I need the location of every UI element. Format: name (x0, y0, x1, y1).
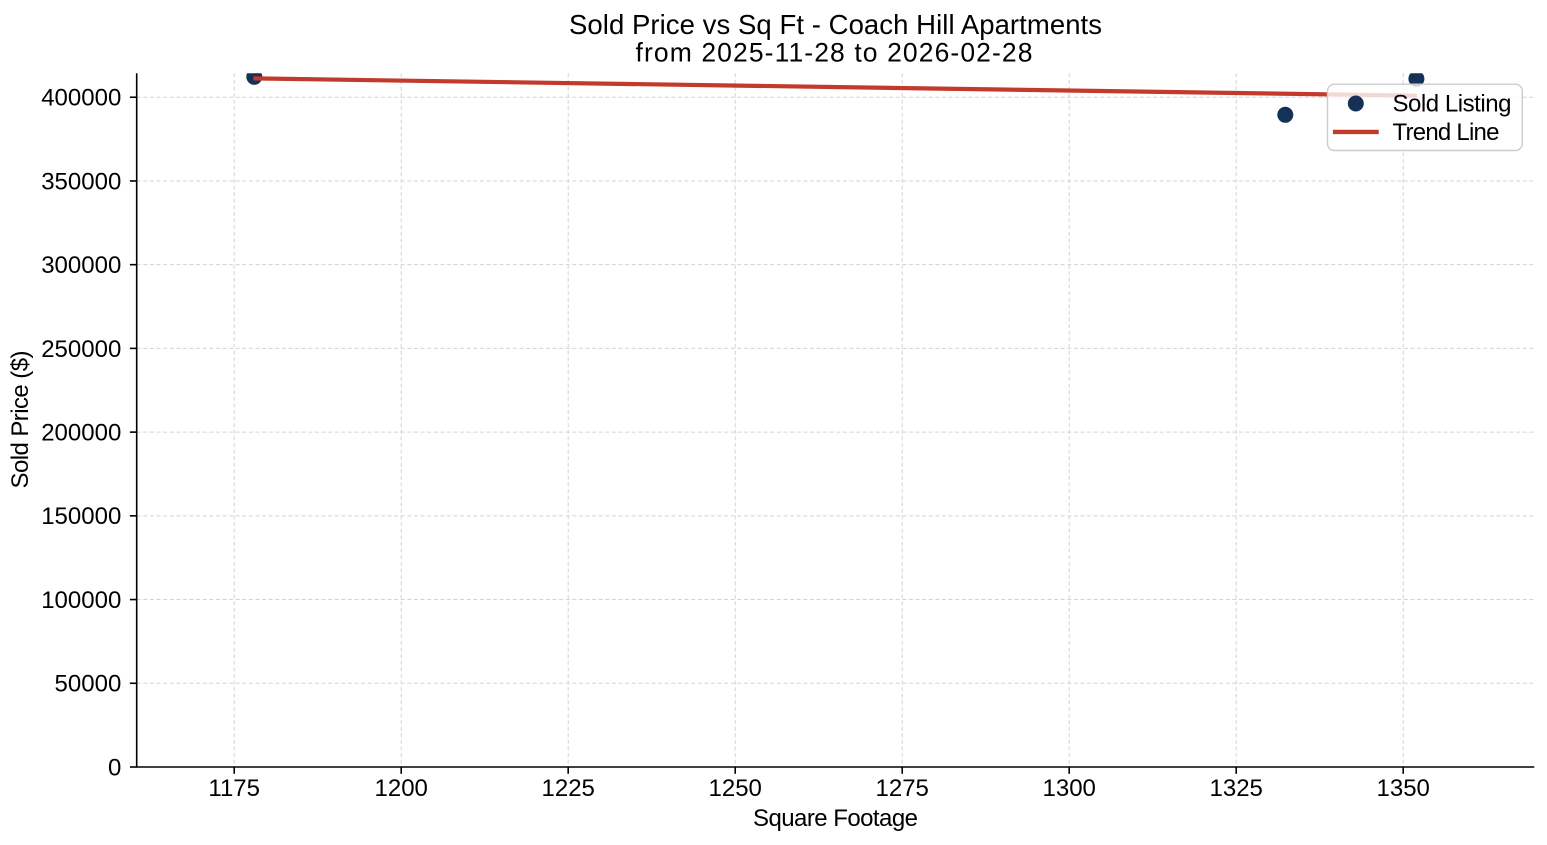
svg-text:1325: 1325 (1210, 775, 1263, 802)
svg-text:from 2025-11-28 to 2026-02-28: from 2025-11-28 to 2026-02-28 (636, 38, 1033, 68)
svg-text:1275: 1275 (876, 775, 929, 802)
svg-text:150000: 150000 (41, 503, 121, 530)
svg-text:Sold Price vs Sq Ft - Coach Hi: Sold Price vs Sq Ft - Coach Hill Apartme… (569, 9, 1102, 40)
svg-text:1250: 1250 (709, 775, 762, 802)
svg-text:100000: 100000 (41, 587, 121, 614)
svg-text:250000: 250000 (41, 336, 121, 363)
svg-text:1200: 1200 (375, 775, 428, 802)
svg-text:1225: 1225 (542, 775, 595, 802)
svg-text:1300: 1300 (1043, 775, 1096, 802)
svg-text:Trend Line: Trend Line (1393, 119, 1500, 146)
svg-text:1350: 1350 (1377, 775, 1430, 802)
svg-text:300000: 300000 (41, 252, 121, 279)
svg-text:Square Footage: Square Footage (753, 805, 918, 832)
svg-text:200000: 200000 (41, 420, 121, 447)
svg-text:1175: 1175 (208, 775, 260, 802)
svg-text:400000: 400000 (41, 85, 121, 112)
svg-text:50000: 50000 (55, 671, 122, 698)
svg-text:Sold Listing: Sold Listing (1393, 90, 1512, 117)
svg-text:350000: 350000 (41, 168, 121, 195)
svg-text:0: 0 (108, 754, 121, 781)
svg-text:Sold Price ($): Sold Price ($) (7, 351, 34, 489)
